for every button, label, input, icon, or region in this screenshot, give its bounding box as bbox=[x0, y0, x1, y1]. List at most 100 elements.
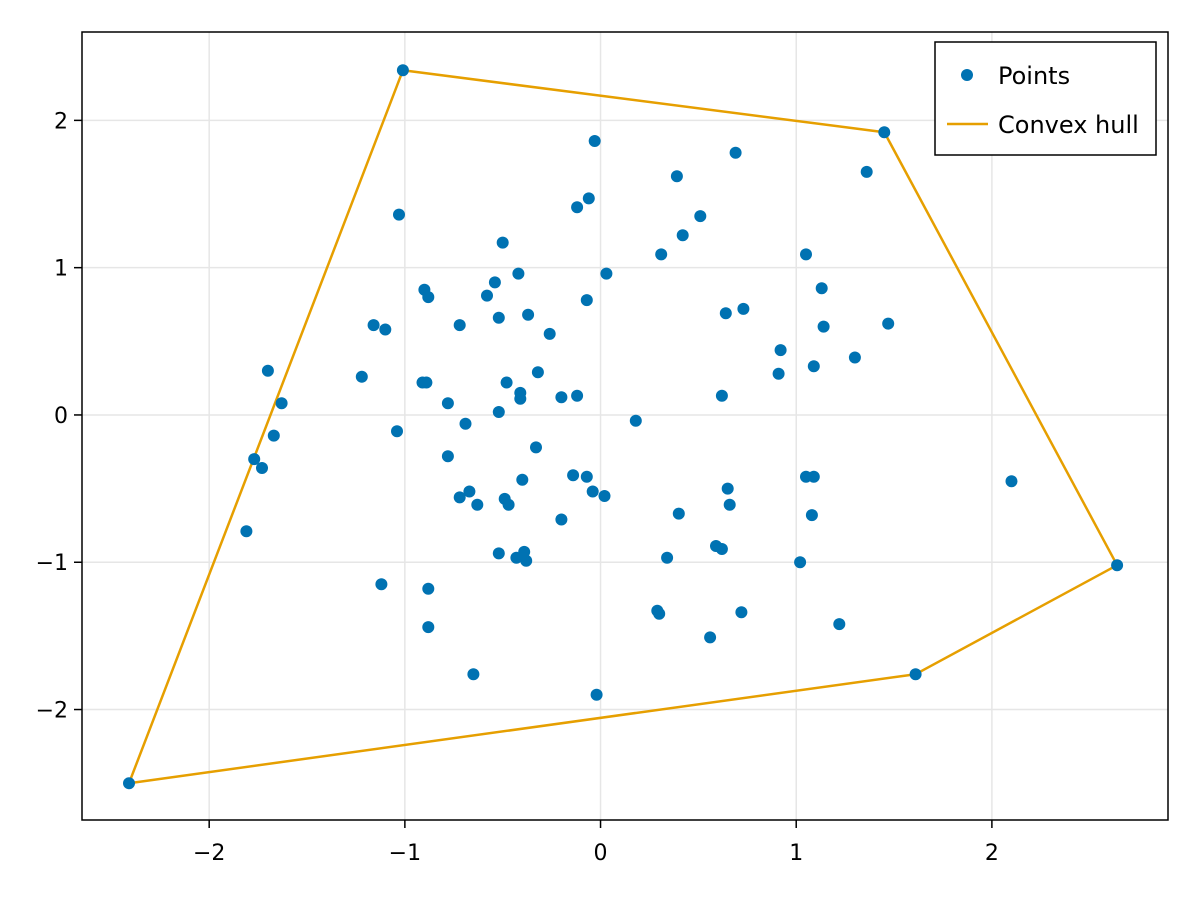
data-point bbox=[514, 392, 527, 405]
data-point bbox=[422, 621, 435, 634]
data-point bbox=[567, 469, 580, 482]
data-point bbox=[502, 498, 515, 511]
y-tick-label: 0 bbox=[54, 404, 68, 429]
data-point bbox=[882, 317, 895, 330]
data-point bbox=[580, 294, 593, 307]
points-series bbox=[123, 64, 1124, 790]
data-point bbox=[805, 509, 818, 522]
data-point bbox=[379, 323, 392, 336]
data-point bbox=[723, 498, 736, 511]
data-point bbox=[598, 490, 611, 502]
data-point bbox=[543, 327, 556, 340]
data-point bbox=[492, 547, 505, 560]
data-point bbox=[516, 473, 529, 486]
data-point bbox=[704, 631, 717, 644]
data-point bbox=[909, 668, 922, 681]
data-point bbox=[860, 165, 873, 178]
data-point bbox=[729, 146, 742, 159]
data-point bbox=[422, 291, 435, 304]
data-point bbox=[555, 513, 568, 526]
data-point bbox=[467, 668, 480, 681]
data-point bbox=[261, 364, 274, 377]
x-tick-label: 1 bbox=[789, 841, 803, 866]
data-point bbox=[815, 282, 828, 295]
data-point bbox=[463, 485, 476, 498]
data-point bbox=[715, 543, 728, 555]
data-point bbox=[661, 551, 674, 564]
y-tick-label: −1 bbox=[36, 551, 68, 576]
data-point bbox=[240, 525, 253, 538]
data-point bbox=[580, 470, 593, 483]
data-point bbox=[555, 391, 568, 404]
convex-hull-series bbox=[127, 69, 1119, 785]
data-point bbox=[391, 425, 403, 438]
convex-hull-line bbox=[127, 69, 1119, 785]
data-point bbox=[522, 308, 535, 321]
legend-points-marker bbox=[961, 69, 973, 81]
y-tick-label: −2 bbox=[36, 699, 68, 724]
data-point bbox=[600, 267, 613, 280]
data-point bbox=[588, 135, 601, 147]
data-point bbox=[441, 450, 454, 463]
data-point bbox=[715, 389, 728, 402]
data-point bbox=[694, 210, 707, 223]
data-point bbox=[422, 582, 435, 595]
data-point bbox=[492, 311, 505, 324]
data-point bbox=[1111, 559, 1124, 572]
plot-frame bbox=[81, 31, 1169, 821]
data-point bbox=[719, 307, 732, 320]
data-point bbox=[571, 201, 584, 214]
data-point bbox=[441, 397, 454, 410]
data-point bbox=[453, 491, 466, 504]
data-point bbox=[520, 554, 533, 567]
data-point bbox=[510, 551, 523, 564]
data-point bbox=[512, 267, 525, 280]
y-tick-label: 2 bbox=[54, 109, 68, 134]
data-point bbox=[794, 556, 807, 569]
data-point bbox=[123, 777, 135, 790]
data-point bbox=[355, 370, 368, 383]
data-point bbox=[655, 248, 668, 261]
legend-label-convex-hull: Convex hull bbox=[998, 111, 1139, 139]
y-axis: −2 −1 0 1 2 bbox=[36, 109, 82, 724]
data-point bbox=[488, 276, 501, 289]
data-point bbox=[878, 126, 891, 139]
legend-box bbox=[934, 41, 1157, 156]
x-tick-label: 2 bbox=[985, 841, 999, 866]
data-point bbox=[582, 192, 595, 205]
data-point bbox=[481, 289, 493, 302]
data-point bbox=[471, 498, 484, 511]
data-point bbox=[817, 320, 830, 333]
data-point bbox=[420, 376, 433, 389]
data-point bbox=[800, 248, 812, 261]
data-point bbox=[500, 376, 513, 389]
data-point bbox=[735, 606, 748, 619]
data-point bbox=[590, 688, 603, 701]
data-point bbox=[676, 229, 689, 242]
data-point bbox=[672, 507, 685, 520]
data-point bbox=[653, 607, 666, 620]
data-point bbox=[807, 360, 820, 373]
y-tick-label: 1 bbox=[54, 257, 68, 282]
legend-label-points: Points bbox=[998, 62, 1070, 90]
data-point bbox=[586, 485, 599, 498]
data-point bbox=[267, 429, 280, 442]
x-axis: −2 −1 0 1 2 bbox=[193, 820, 999, 866]
data-point bbox=[496, 236, 509, 249]
data-point bbox=[459, 417, 472, 430]
data-point bbox=[531, 366, 544, 379]
legend: Points Convex hull bbox=[934, 41, 1157, 156]
data-point bbox=[396, 64, 409, 77]
x-tick-label: −2 bbox=[193, 841, 225, 866]
data-point bbox=[1005, 475, 1018, 488]
data-point bbox=[393, 208, 405, 221]
data-point bbox=[670, 170, 683, 183]
data-point bbox=[530, 441, 542, 454]
data-point bbox=[833, 618, 846, 631]
data-point bbox=[737, 302, 750, 315]
x-tick-label: 0 bbox=[594, 841, 608, 866]
data-point bbox=[807, 470, 820, 483]
data-point bbox=[248, 453, 261, 466]
data-point bbox=[774, 344, 787, 357]
